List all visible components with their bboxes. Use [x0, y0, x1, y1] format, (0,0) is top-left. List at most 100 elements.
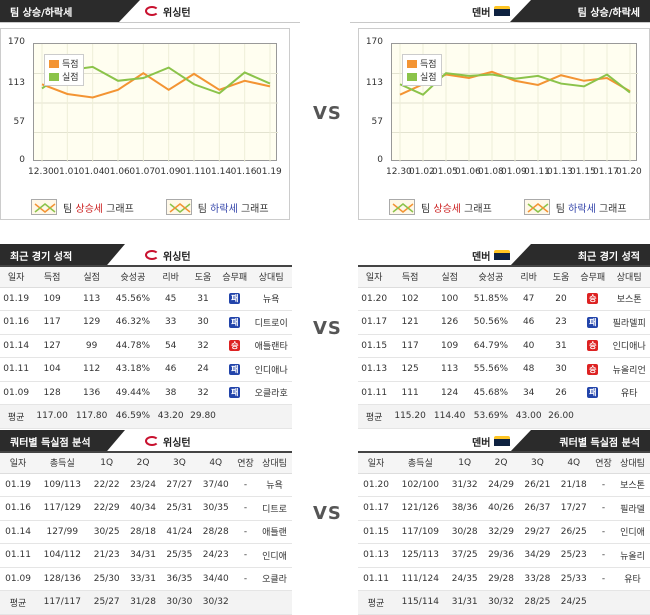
- table-cell: 24/29: [482, 473, 520, 497]
- left-team-name: 위싱턴: [145, 430, 191, 452]
- table-cell: 46.32%: [111, 310, 155, 335]
- left-team-name: 위싱턴: [145, 0, 191, 22]
- x-tick-label: 01.05: [432, 167, 458, 177]
- table-cell: 애틀랜타: [250, 334, 292, 358]
- win-badge: 승: [587, 293, 599, 305]
- table-cell: 21/23: [88, 543, 125, 568]
- x-tick-label: 01.09: [154, 167, 181, 177]
- table-row: 01.11 104 112 43.18% 46 24 패 인디애나: [0, 357, 292, 382]
- table-cell: 30/32: [197, 590, 234, 615]
- table-cell: 136: [71, 381, 112, 405]
- score-swatch: [49, 59, 59, 68]
- right-team-name: 덴버: [472, 430, 511, 452]
- ytick: 0: [19, 155, 25, 165]
- column-header: 1Q: [88, 451, 125, 474]
- table-cell: 37/40: [197, 473, 234, 497]
- table-cell: 38/36: [446, 496, 483, 521]
- table-cell: 55.56%: [469, 357, 513, 382]
- table-cell: 01.20: [358, 287, 391, 311]
- table-cell: 64.79%: [469, 334, 513, 358]
- ytick: 0: [377, 155, 383, 165]
- table-cell: 인디애: [257, 543, 292, 568]
- loss-badge: 패: [587, 387, 599, 399]
- table-cell: 28/28: [197, 520, 234, 544]
- ytick: 113: [365, 78, 383, 88]
- wizards-logo-icon: [145, 250, 159, 260]
- x-tick-label: 12.30: [28, 167, 54, 177]
- table-cell: 45: [154, 287, 187, 311]
- table-cell: 124: [429, 381, 470, 405]
- table-cell: 26/37: [519, 496, 556, 521]
- table-cell: 20: [544, 287, 578, 311]
- x-tick-label: 12.30: [386, 167, 412, 177]
- quarter-header-left: 쿼터별 득실점 분석: [0, 430, 125, 452]
- table-cell: 24/23: [197, 543, 234, 568]
- table-cell: 37/25: [446, 543, 483, 568]
- x-tick-label: 01.17: [593, 167, 619, 177]
- table-row: 01.15 117 109 64.79% 40 31 승 인디애나: [358, 334, 650, 358]
- table-cell: 30: [186, 310, 220, 335]
- table-cell: -: [233, 496, 258, 521]
- table-row: 01.14 127 99 44.78% 54 32 승 애틀랜타: [0, 334, 292, 358]
- table-cell: 125: [390, 357, 430, 382]
- table-cell: 17/27: [555, 496, 592, 521]
- win-badge: 승: [587, 363, 599, 375]
- x-tick-label: 01.08: [478, 167, 504, 177]
- table-cell: [615, 590, 650, 615]
- right-team-name: 덴버: [472, 244, 511, 266]
- table-cell: 01.15: [358, 520, 395, 544]
- table-cell: 패: [577, 381, 609, 405]
- table-cell: 40: [512, 334, 545, 358]
- table-cell: 승: [577, 334, 609, 358]
- table-cell: 필라델: [615, 496, 650, 521]
- x-tick-label: 01.13: [547, 167, 573, 177]
- average-row: 평균 115.20 114.40 53.69% 43.00 26.00: [358, 404, 650, 429]
- table-cell: 109/113: [36, 473, 89, 497]
- table-cell: 인디애: [615, 520, 650, 544]
- ytick: 57: [371, 117, 383, 127]
- table-cell: 126: [429, 310, 470, 335]
- table-cell: 01.11: [358, 381, 391, 405]
- table-cell: -: [591, 496, 616, 521]
- table-row: 01.19 109/113 22/22 23/24 27/27 37/40- 뉴욕: [0, 473, 292, 497]
- table-row: 01.20 102 100 51.85% 47 20 승 보스톤: [358, 287, 650, 311]
- table-cell: 46: [154, 357, 187, 382]
- average-row: 평균 117.00 117.80 46.59% 43.20 29.80: [0, 404, 292, 429]
- x-tick-label: 01.06: [455, 167, 481, 177]
- left-team-name: 위싱턴: [145, 244, 191, 266]
- table-cell: 104: [32, 357, 72, 382]
- column-header: 일자: [0, 451, 37, 474]
- recent-header-right: 최근 경기 성적: [510, 244, 650, 266]
- down-graph-icon: [523, 199, 550, 215]
- table-cell: 26/21: [519, 473, 556, 497]
- table-cell: 유타: [615, 567, 650, 591]
- score-series-line: [41, 71, 271, 99]
- table-cell: 28/18: [124, 520, 162, 544]
- table-row: 01.20 102/100 31/32 24/29 26/21 21/18- 보스톤: [358, 473, 650, 497]
- table-cell: 31/32: [446, 473, 483, 497]
- divider: [350, 22, 650, 23]
- table-row: 01.09 128 136 49.44% 38 32 패 오클라호: [0, 381, 292, 405]
- table-cell: 01.17: [358, 496, 395, 521]
- table-cell: 패: [219, 381, 251, 405]
- allowed-swatch: [407, 72, 417, 81]
- table-cell: 디트로: [257, 496, 292, 521]
- wizards-logo-icon: [145, 436, 159, 446]
- table-cell: 오클라: [257, 567, 292, 591]
- left-x-axis: 12.30 01.01 01.04 01.06 01.07 01.09 01.11 01.14…: [28, 167, 282, 181]
- table-cell: -: [591, 520, 616, 544]
- table-cell: 109: [32, 287, 72, 311]
- column-header: 상대팀: [615, 451, 650, 474]
- divider: [0, 22, 300, 23]
- right-recent-table: 일자 득점 실점 슛성공 리바 도움 승무패 상대팀 01.20 102 100 51.85% 47 20…: [358, 265, 650, 429]
- table-cell: 112: [71, 357, 112, 382]
- table-cell: 24/35: [446, 567, 483, 591]
- vs-label: VS: [313, 318, 342, 339]
- table-cell: 41/24: [161, 520, 198, 544]
- x-tick-label: 01.04: [78, 167, 105, 177]
- table-cell: -: [591, 473, 616, 497]
- table-cell: 47: [512, 287, 545, 311]
- column-header: 3Q: [161, 451, 198, 474]
- table-row: 01.15 117/109 30/28 32/29 29/27 26/25- 인디애: [358, 520, 650, 544]
- table-cell: 30/35: [197, 496, 234, 521]
